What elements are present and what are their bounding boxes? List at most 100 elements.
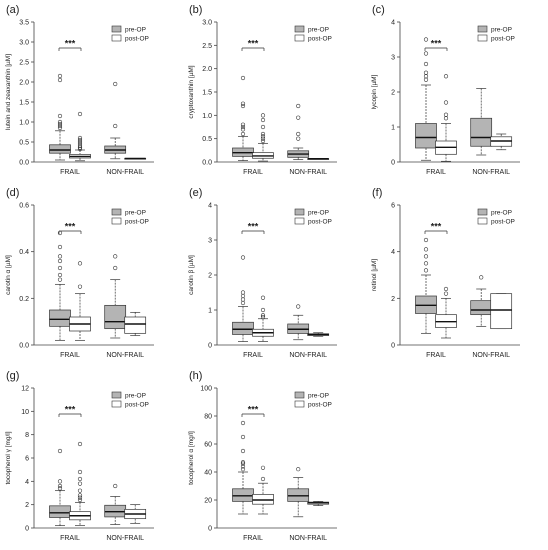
box-frail-pre-op bbox=[49, 230, 71, 341]
box-frail-pre-op bbox=[415, 37, 437, 161]
legend-swatch-pre bbox=[111, 208, 122, 216]
panel-label: (h) bbox=[189, 370, 202, 382]
legend-swatch-post bbox=[111, 400, 122, 408]
outlier-point bbox=[77, 111, 83, 117]
outlier-point bbox=[240, 101, 246, 106]
y-tick-label: 3 bbox=[208, 238, 212, 245]
outlier-point bbox=[240, 467, 246, 472]
y-tick-label: 100 bbox=[200, 386, 212, 393]
y-tick-label: 2.5 bbox=[19, 60, 29, 67]
outlier-point bbox=[240, 290, 246, 295]
outlier-point bbox=[77, 488, 83, 493]
outlier-point bbox=[57, 479, 63, 484]
outlier-point bbox=[423, 37, 429, 42]
x-tick-label: NON-FRAIL bbox=[289, 169, 327, 176]
box-body bbox=[104, 304, 127, 330]
outlier-point bbox=[260, 136, 266, 141]
box-non-frail-pre-op bbox=[104, 81, 127, 160]
x-tick-label: FRAIL bbox=[243, 535, 263, 542]
y-tick-label: 8 bbox=[25, 432, 29, 439]
y-tick-label: 0.0 bbox=[202, 160, 212, 167]
y-tick-label: 3 bbox=[391, 55, 395, 62]
y-tick-label: 0.4 bbox=[19, 249, 29, 256]
outlier-point bbox=[113, 123, 118, 129]
box-body bbox=[49, 309, 71, 327]
y-tick-label: 60 bbox=[204, 442, 212, 449]
outlier-point bbox=[423, 247, 429, 252]
significance-label: *** bbox=[248, 39, 259, 49]
y-tick-label: 2.0 bbox=[19, 80, 29, 87]
box-frail-post-op bbox=[252, 295, 274, 342]
box-non-frail-post-op bbox=[307, 501, 330, 506]
y-tick-label: 0 bbox=[391, 160, 395, 167]
outlier-point bbox=[77, 497, 83, 503]
box-frail-pre-op bbox=[49, 73, 71, 161]
outlier-point bbox=[443, 112, 449, 117]
box-frail-pre-op bbox=[232, 255, 254, 342]
legend-label-post: post-OP bbox=[125, 402, 149, 409]
y-axis-label: retinol [µM] bbox=[371, 259, 378, 291]
outlier-point bbox=[57, 486, 63, 491]
outlier-point bbox=[77, 141, 83, 147]
box-frail-post-op bbox=[69, 441, 91, 527]
y-tick-label: 1.0 bbox=[202, 113, 212, 120]
significance-label: *** bbox=[431, 222, 442, 232]
box-non-frail-pre-op bbox=[287, 103, 310, 161]
box-non-frail-pre-op bbox=[104, 483, 127, 525]
outlier-point bbox=[240, 300, 246, 306]
outlier-point bbox=[260, 131, 266, 137]
panel-label: (f) bbox=[372, 187, 382, 199]
outlier-point bbox=[77, 137, 83, 143]
legend-swatch-post bbox=[111, 217, 122, 225]
outlier-point bbox=[240, 464, 246, 469]
outlier-point bbox=[57, 125, 63, 131]
y-tick-label: 80 bbox=[204, 414, 212, 421]
y-tick-label: 0.5 bbox=[202, 136, 212, 143]
x-tick-label: NON-FRAIL bbox=[472, 169, 510, 176]
box-frail-pre-op bbox=[232, 75, 254, 161]
y-axis-label: carotin α [µM] bbox=[5, 255, 12, 295]
panel-label: (d) bbox=[6, 187, 19, 199]
outlier-point bbox=[57, 244, 63, 250]
panel-label: (e) bbox=[189, 187, 202, 199]
legend-swatch-pre bbox=[294, 391, 305, 399]
outlier-point bbox=[113, 265, 118, 271]
y-axis-label: lycopin [µM] bbox=[371, 74, 378, 109]
outlier-point bbox=[77, 476, 83, 482]
outlier-point bbox=[240, 434, 246, 440]
outlier-point bbox=[443, 291, 449, 296]
outlier-point bbox=[240, 460, 246, 465]
outlier-point bbox=[240, 122, 246, 127]
outlier-point bbox=[77, 441, 83, 447]
box-non-frail-pre-op bbox=[104, 254, 127, 339]
outlier-point bbox=[443, 116, 449, 121]
outlier-point bbox=[77, 493, 83, 498]
legend-swatch-pre bbox=[294, 208, 305, 216]
outlier-point bbox=[260, 476, 266, 482]
outlier-point bbox=[423, 237, 429, 243]
legend-swatch-post bbox=[111, 34, 122, 42]
outlier-point bbox=[57, 77, 63, 83]
y-tick-label: 0.0 bbox=[19, 160, 29, 167]
outlier-point bbox=[57, 121, 63, 127]
outlier-point bbox=[57, 113, 63, 119]
outlier-point bbox=[443, 74, 449, 79]
outlier-point bbox=[296, 467, 301, 472]
box-frail-post-op bbox=[69, 111, 91, 162]
panel-g: (g) 0 2 4 6 8 10 12 tocopherol γ [mg/l] FRAIL NON-… bbox=[5, 370, 154, 542]
legend-swatch-pre bbox=[294, 25, 305, 33]
y-tick-label: 2.0 bbox=[202, 66, 212, 73]
legend-swatch-pre bbox=[477, 208, 488, 216]
outlier-point bbox=[260, 124, 266, 130]
x-tick-label: FRAIL bbox=[426, 169, 446, 176]
y-tick-label: 0.0 bbox=[19, 343, 29, 350]
x-tick-label: FRAIL bbox=[426, 352, 446, 359]
x-tick-label: FRAIL bbox=[60, 352, 80, 359]
outlier-point bbox=[260, 295, 266, 300]
y-tick-label: 20 bbox=[204, 498, 212, 505]
y-tick-label: 2.5 bbox=[202, 43, 212, 50]
box-frail-post-op bbox=[252, 465, 274, 515]
outlier-point bbox=[240, 127, 246, 132]
box-non-frail-pre-op bbox=[470, 275, 493, 327]
